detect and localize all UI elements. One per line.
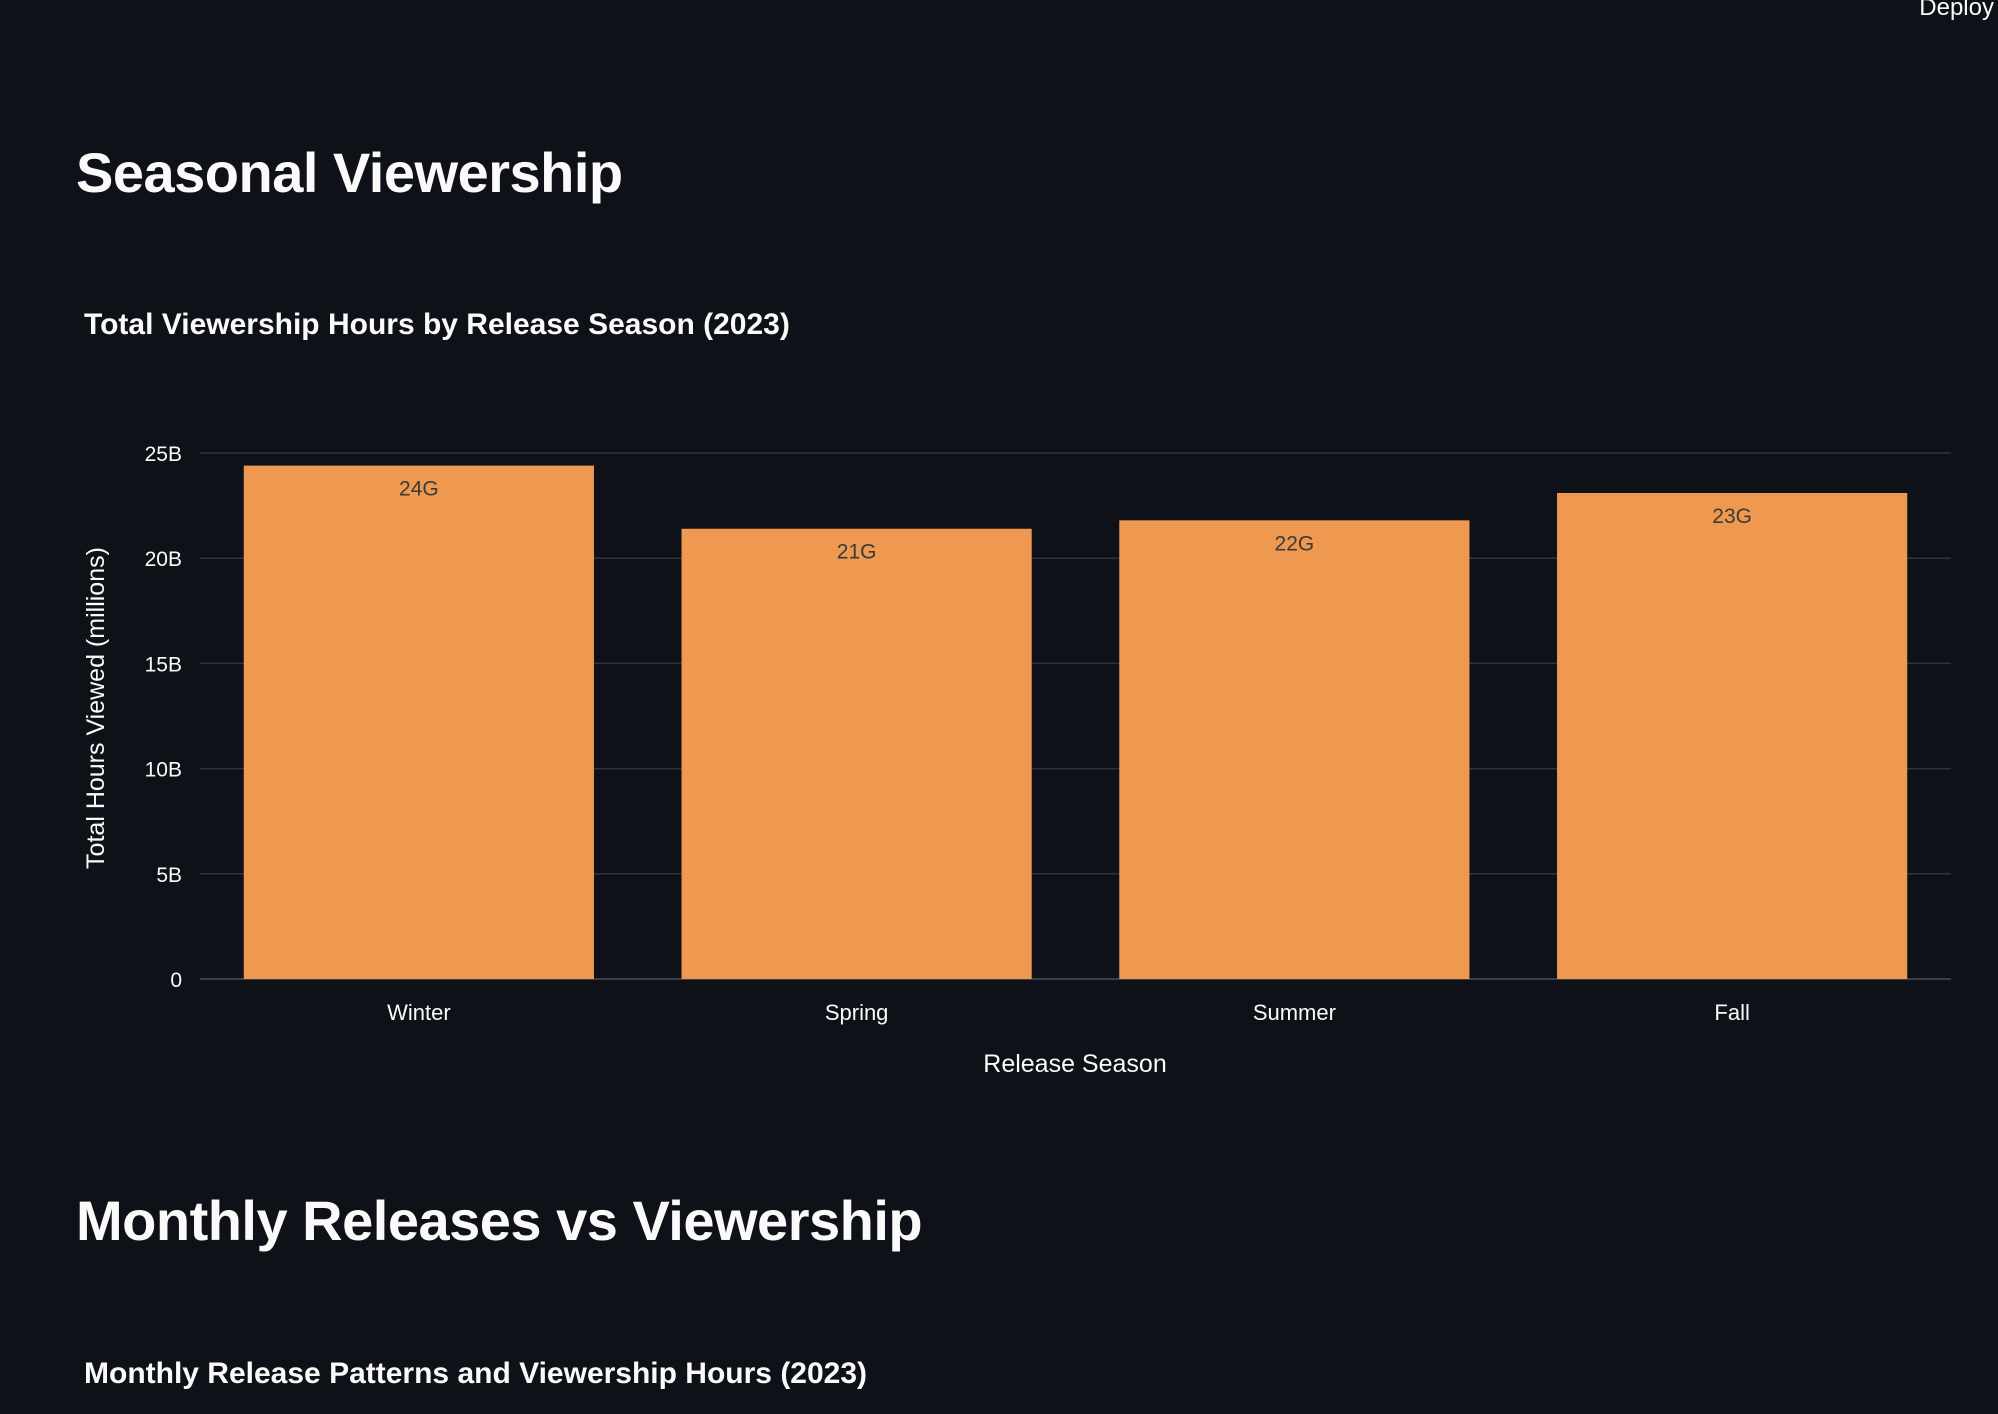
x-tick-label: Summer (1253, 1000, 1336, 1025)
bars: 24G 21G 22G 23G (243, 465, 1908, 979)
bar-data-label: 22G (1275, 532, 1315, 555)
bar-data-label: 24G (399, 478, 439, 501)
bar-data-label: 21G (837, 541, 877, 564)
y-tick-label: 25B (145, 443, 182, 466)
bar-summer[interactable] (1119, 520, 1470, 979)
y-tick-labels: 0 5B 10B 15B 20B 25B (145, 443, 182, 992)
x-tick-labels: Winter Spring Summer Fall (387, 1000, 1750, 1025)
deploy-button[interactable]: Deploy (1919, 0, 1994, 21)
seasonal-chart-title: Total Viewership Hours by Release Season… (84, 308, 790, 341)
x-axis-title: Release Season (983, 1050, 1166, 1078)
bar-fall[interactable] (1557, 492, 1908, 979)
x-tick-label: Spring (825, 1000, 889, 1025)
x-tick-label: Fall (1714, 1000, 1749, 1025)
y-tick-label: 5B (156, 864, 182, 887)
y-tick-label: 15B (145, 653, 182, 676)
y-axis-title: Total Hours Viewed (millions) (82, 547, 110, 869)
seasonal-viewership-heading: Seasonal Viewership (76, 141, 623, 204)
bar-spring[interactable] (681, 528, 1032, 979)
y-tick-label: 10B (145, 759, 182, 782)
bar-winter[interactable] (243, 465, 594, 979)
monthly-releases-heading: Monthly Releases vs Viewership (76, 1189, 923, 1252)
y-tick-label: 20B (145, 548, 182, 571)
bar-data-label: 23G (1712, 505, 1752, 528)
x-tick-label: Winter (387, 1000, 451, 1025)
monthly-chart-title: Monthly Release Patterns and Viewership … (84, 1357, 868, 1390)
y-tick-label: 0 (170, 969, 182, 992)
